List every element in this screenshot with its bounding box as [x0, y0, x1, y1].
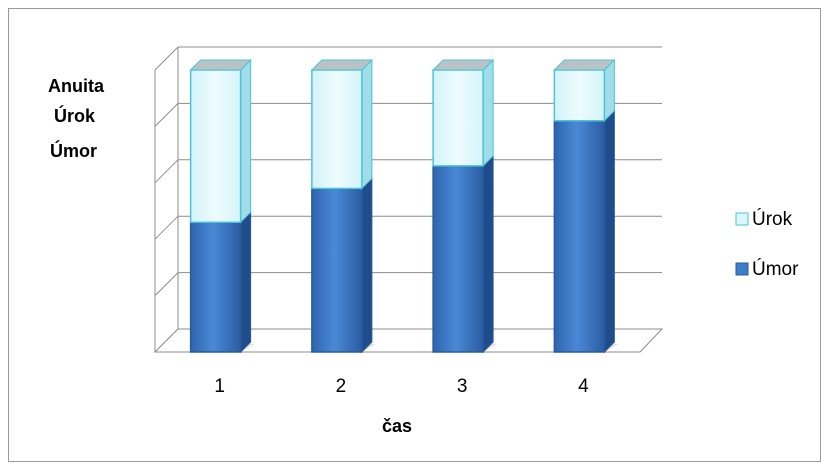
bar-side-úmor	[361, 177, 373, 354]
legend-label-úrok: Úrok	[752, 208, 793, 230]
x-axis-title: čas	[382, 416, 412, 436]
bar-side-úrok	[240, 58, 252, 224]
bar-úrok	[311, 69, 363, 190]
bar-top-cap	[431, 59, 495, 71]
wall-gridline	[154, 103, 179, 127]
x-tick-labels: 1 2 3 4	[214, 376, 589, 397]
bar-side-úrok	[482, 58, 494, 168]
y-axis-title: Anuita Úrok Úmor	[48, 76, 105, 161]
wall-gridline	[154, 272, 179, 296]
y-axis-title-line-2: Úrok	[54, 105, 96, 126]
bar-top-cap	[553, 59, 616, 71]
bar-side-úrok	[361, 58, 373, 190]
wall-gridline	[154, 215, 179, 240]
legend-swatch-úrok	[735, 212, 749, 226]
bar-top-cap	[310, 59, 374, 71]
bar-side-úmor	[240, 211, 252, 354]
x-tick-label: 3	[457, 376, 468, 397]
wall-gridline	[154, 159, 179, 184]
bar-úrok	[432, 69, 484, 167]
bar-úmor	[311, 187, 363, 353]
legend-label-úmor: Úmor	[752, 258, 799, 280]
legend: Úrok Úmor	[735, 208, 799, 280]
bar-side-úmor	[482, 154, 494, 354]
wall-gridline	[154, 46, 179, 71]
bar-side-úmor	[603, 109, 615, 354]
x-tick-label: 4	[578, 376, 589, 397]
legend-swatch-úmor	[735, 262, 749, 276]
bars	[189, 58, 619, 354]
bar-top-cap	[189, 59, 252, 71]
bar-úmor	[553, 120, 606, 353]
x-tick-label: 1	[214, 376, 225, 397]
bar-úmor	[432, 165, 484, 353]
x-tick-label: 2	[336, 376, 347, 397]
y-axis-title-line-1: Anuita	[48, 76, 105, 96]
bar-úrok	[553, 69, 606, 122]
bar-úmor	[189, 221, 242, 353]
bar-úrok	[189, 69, 242, 224]
chart-frame	[8, 8, 821, 462]
y-axis-title-line-3: Úmor	[50, 140, 97, 161]
